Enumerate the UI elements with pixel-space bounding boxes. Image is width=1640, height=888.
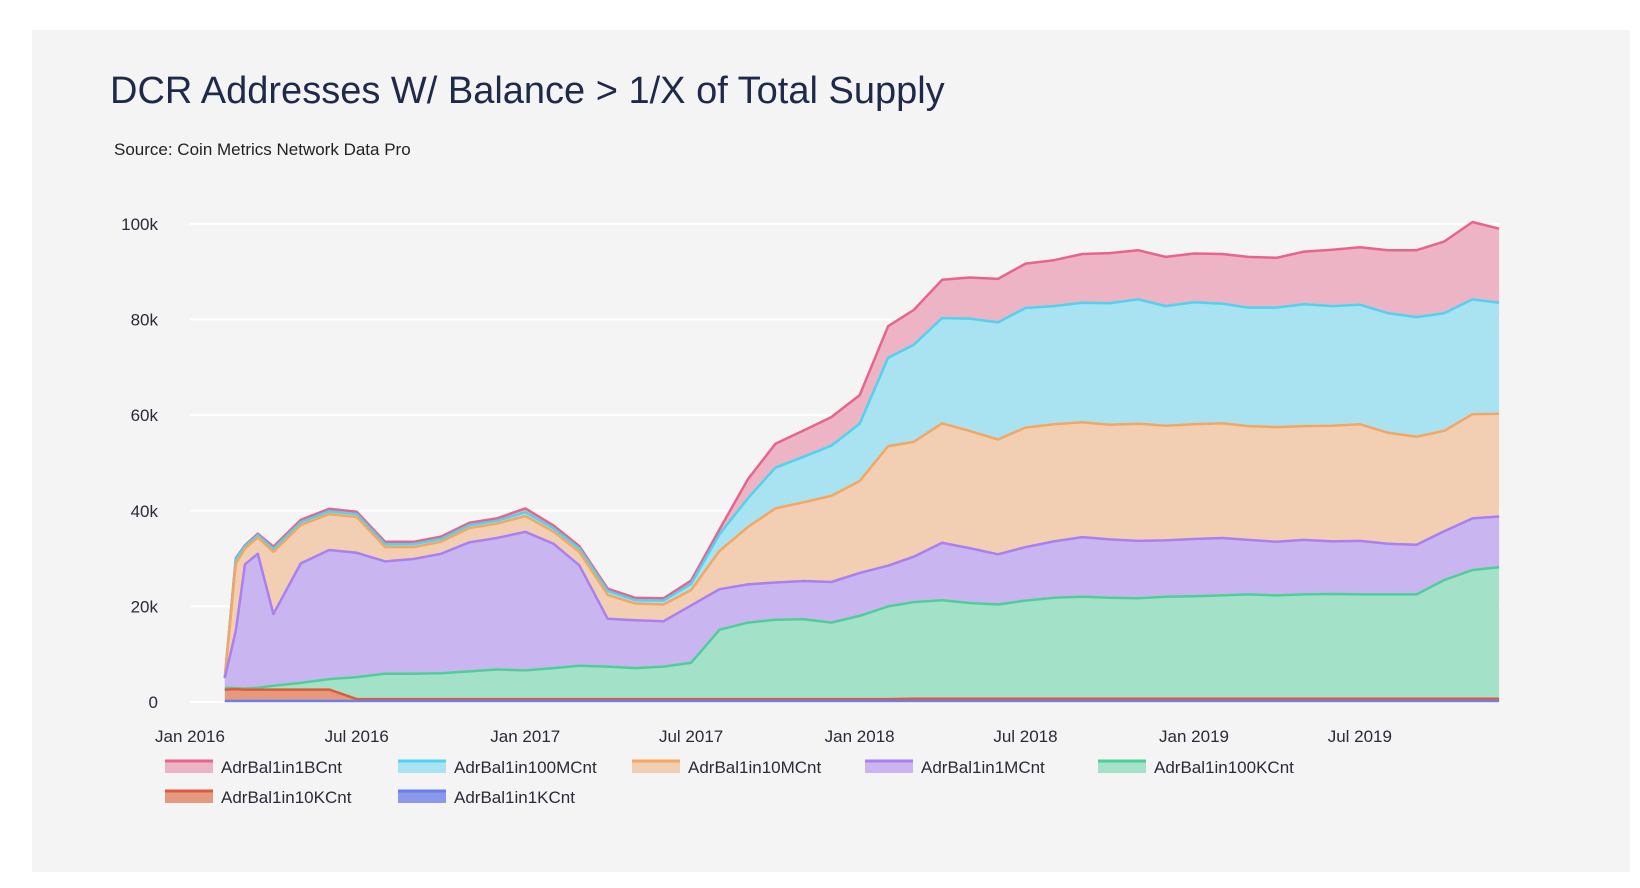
legend-item-adrbal1in10kcnt[interactable]: AdrBal1in10KCnt bbox=[165, 788, 352, 807]
x-tick-label: Jul 2019 bbox=[1328, 727, 1392, 746]
legend-swatch bbox=[165, 791, 213, 803]
legend-label: AdrBal1in1KCnt bbox=[454, 788, 575, 807]
y-tick-label: 100k bbox=[121, 215, 158, 234]
area-adrbal1in1mcnt bbox=[224, 516, 1500, 689]
x-tick-label: Jul 2016 bbox=[325, 727, 389, 746]
area-adrbal1in10mcnt bbox=[224, 413, 1500, 679]
axis-layer: 0 20k 40k 60k 80k 100k Jan 2016 Jul 2016 Jan 201… bbox=[121, 215, 1392, 746]
legend-item-adrbal1in1kcnt[interactable]: AdrBal1in1KCnt bbox=[398, 788, 575, 807]
y-tick-label: 60k bbox=[131, 406, 159, 425]
line-adrbal1in1bcnt bbox=[223, 220, 1500, 679]
line-adrbal1in1mcnt bbox=[223, 515, 1500, 679]
y-tick-label: 80k bbox=[131, 311, 159, 330]
legend-item-adrbal1in100kcnt[interactable]: AdrBal1in100KCnt bbox=[1098, 758, 1294, 777]
legend-label: AdrBal1in10MCnt bbox=[688, 758, 822, 777]
chart-subtitle: Source: Coin Metrics Network Data Pro bbox=[114, 140, 411, 159]
legend-label: AdrBal1in1BCnt bbox=[221, 758, 342, 777]
y-tick-label: 20k bbox=[131, 597, 159, 616]
legend-label: AdrBal1in1MCnt bbox=[921, 758, 1045, 777]
legend-swatch bbox=[865, 761, 913, 773]
legend-swatch bbox=[165, 761, 213, 773]
x-tick-label: Jan 2016 bbox=[155, 727, 225, 746]
chart-title: DCR Addresses W/ Balance > 1/X of Total … bbox=[110, 70, 945, 112]
line-adrbal1in100kcnt bbox=[224, 565, 1500, 690]
y-tick-label: 40k bbox=[131, 502, 159, 521]
legend-label: AdrBal1in100MCnt bbox=[454, 758, 597, 777]
legend-item-adrbal1in1bcnt[interactable]: AdrBal1in1BCnt bbox=[165, 758, 342, 777]
area-layer bbox=[223, 220, 1500, 703]
line-adrbal1in100mcnt bbox=[223, 298, 1500, 679]
legend-item-adrbal1in1mcnt[interactable]: AdrBal1in1MCnt bbox=[865, 758, 1045, 777]
area-adrbal1in1bcnt bbox=[224, 222, 1500, 679]
legend-item-adrbal1in100mcnt[interactable]: AdrBal1in100MCnt bbox=[398, 758, 597, 777]
x-tick-label: Jan 2018 bbox=[825, 727, 895, 746]
x-tick-label: Jan 2017 bbox=[490, 727, 560, 746]
legend-label: AdrBal1in100KCnt bbox=[1154, 758, 1294, 777]
x-tick-label: Jan 2019 bbox=[1159, 727, 1229, 746]
x-tick-label: Jul 2017 bbox=[659, 727, 723, 746]
legend: AdrBal1in1BCnt AdrBal1in100MCnt AdrBal1in1… bbox=[165, 758, 1294, 807]
x-tick-label: Jul 2018 bbox=[993, 727, 1057, 746]
legend-swatch bbox=[398, 791, 446, 803]
legend-swatch bbox=[1098, 761, 1146, 773]
legend-swatch bbox=[632, 761, 680, 773]
legend-swatch bbox=[398, 761, 446, 773]
line-adrbal1in10mcnt bbox=[223, 412, 1500, 679]
legend-item-adrbal1in10mcnt[interactable]: AdrBal1in10MCnt bbox=[632, 758, 822, 777]
line-adrbal1in10kcnt bbox=[224, 687, 1500, 701]
area-adrbal1in100kcnt bbox=[224, 567, 1500, 700]
legend-label: AdrBal1in10KCnt bbox=[221, 788, 352, 807]
area-adrbal1in100mcnt bbox=[224, 299, 1500, 679]
y-tick-label: 0 bbox=[149, 693, 158, 712]
